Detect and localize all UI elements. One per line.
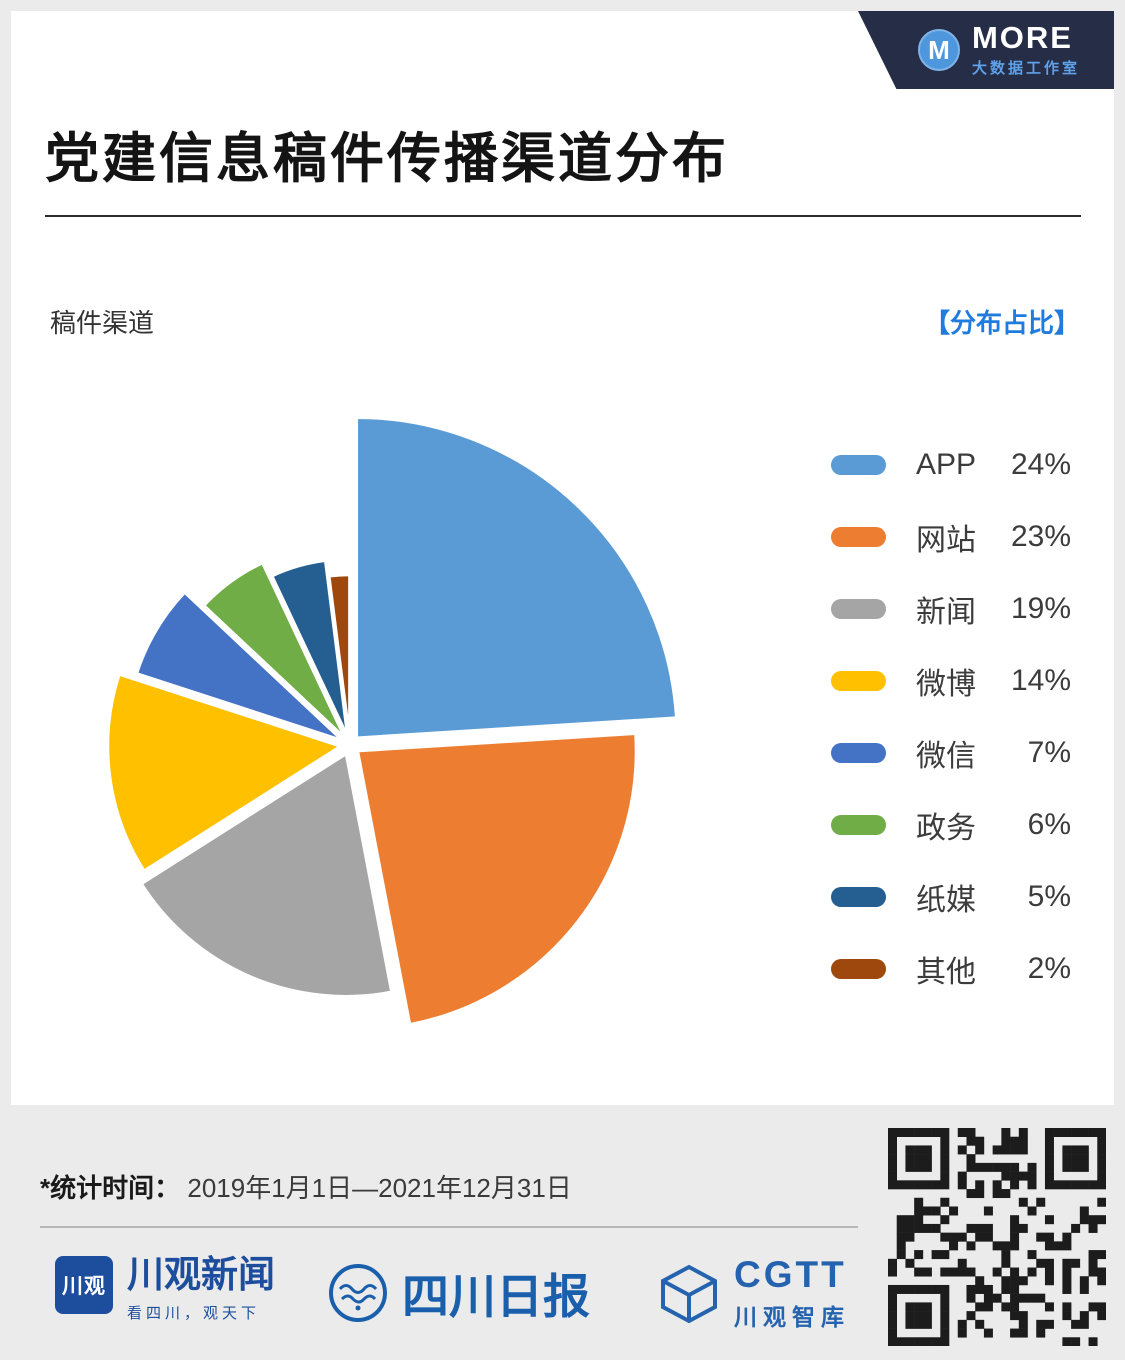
legend-swatch [831, 743, 886, 763]
brand-badge-text: MORE 大数据工作室 [972, 22, 1080, 78]
legend-value: 19% [1010, 592, 1071, 625]
chuanguan-square-icon: 川观 [55, 1256, 113, 1314]
legend-item-微博: 微博 14% [831, 645, 1071, 717]
cgtt-text-block: CGTT 川观智库 [734, 1256, 850, 1332]
legend-value: 24% [1010, 448, 1071, 481]
legend-label: 网站 [916, 524, 976, 557]
legend-label: 其他 [916, 956, 976, 989]
stat-time-label: *统计时间： [40, 1173, 181, 1203]
legend-item-新闻: 新闻 19% [831, 573, 1071, 645]
legend-label: 微信 [916, 740, 976, 773]
chuanguan-text-block: 川观新闻 看四川，观天下 [127, 1256, 275, 1323]
legend-value: 23% [1010, 520, 1071, 553]
sichuan-daily-wave-icon [329, 1263, 387, 1322]
legend-swatch [831, 599, 886, 619]
legend-swatch [831, 671, 886, 691]
pie-slice-其他 [328, 573, 351, 737]
legend-item-纸媒: 纸媒 5% [831, 861, 1071, 933]
legend-swatch [831, 815, 886, 835]
legend-swatch [831, 455, 886, 475]
legend-value: 14% [1010, 664, 1071, 697]
chart-axis-label: 稿件渠道 [50, 308, 155, 338]
footer-divider [40, 1226, 858, 1228]
page-title: 党建信息稿件传播渠道分布 [45, 129, 729, 189]
chart-legend: APP 24% 网站 23% 新闻 19% 微博 14% 微信 7% 政务 6% 纸媒 5% 其他 2% [831, 429, 1071, 1005]
cgtt-name: CGTT [734, 1254, 847, 1295]
cgtt-cube-icon [661, 1264, 717, 1324]
chuanguan-news-logo: 川观 川观新闻 看四川，观天下 [55, 1256, 275, 1323]
legend-swatch [831, 887, 886, 907]
pie-slice-网站 [356, 732, 638, 1026]
pie-chart [106, 416, 678, 1026]
pie-slice-APP [355, 416, 678, 739]
legend-label: 微博 [916, 668, 976, 701]
chuanguan-name: 川观新闻 [127, 1254, 275, 1295]
stat-time-value: 2019年1月1日—2021年12月31日 [187, 1173, 572, 1203]
sichuan-daily-logo: 四川日报 [328, 1258, 590, 1327]
legend-item-其他: 其他 2% [831, 933, 1071, 1005]
qr-code [888, 1128, 1106, 1346]
legend-item-政务: 政务 6% [831, 789, 1071, 861]
legend-item-APP: APP 24% [831, 429, 1071, 501]
legend-label: 新闻 [916, 596, 976, 629]
title-divider [45, 215, 1081, 217]
legend-swatch [831, 959, 886, 979]
stat-time-line: *统计时间： 2019年1月1日—2021年12月31日 [40, 1168, 572, 1205]
chart-card: 党建信息稿件传播渠道分布 稿件渠道 【分布占比】 APP 24% 网站 23% 新闻 19… [11, 11, 1114, 1105]
pie-slice-新闻 [140, 752, 393, 998]
brand-subtitle: 大数据工作室 [971, 60, 1080, 77]
pie-slice-微博 [106, 673, 342, 872]
legend-item-网站: 网站 23% [831, 501, 1071, 573]
pie-slice-微信 [135, 591, 343, 742]
pie-slice-政务 [202, 561, 346, 739]
sichuan-daily-name: 四川日报 [402, 1272, 590, 1324]
more-logo-icon: M [917, 29, 960, 71]
chuanguan-tagline: 看四川，观天下 [127, 1305, 261, 1322]
brand-name: MORE [971, 20, 1073, 55]
legend-label: APP [916, 448, 977, 481]
brand-badge: M MORE 大数据工作室 [858, 11, 1114, 89]
cgtt-subtitle: 川观智库 [734, 1304, 850, 1330]
legend-swatch [831, 527, 886, 547]
legend-label: 政务 [916, 812, 976, 845]
legend-item-微信: 微信 7% [831, 717, 1071, 789]
chart-metric-label: 【分布占比】 [923, 308, 1080, 338]
pie-slice-纸媒 [271, 559, 349, 737]
legend-value: 2% [1027, 952, 1071, 985]
legend-value: 6% [1027, 808, 1071, 841]
cgtt-logo: CGTT 川观智库 [658, 1256, 850, 1332]
legend-value: 5% [1027, 880, 1071, 913]
legend-label: 纸媒 [916, 884, 976, 917]
legend-value: 7% [1027, 736, 1071, 769]
